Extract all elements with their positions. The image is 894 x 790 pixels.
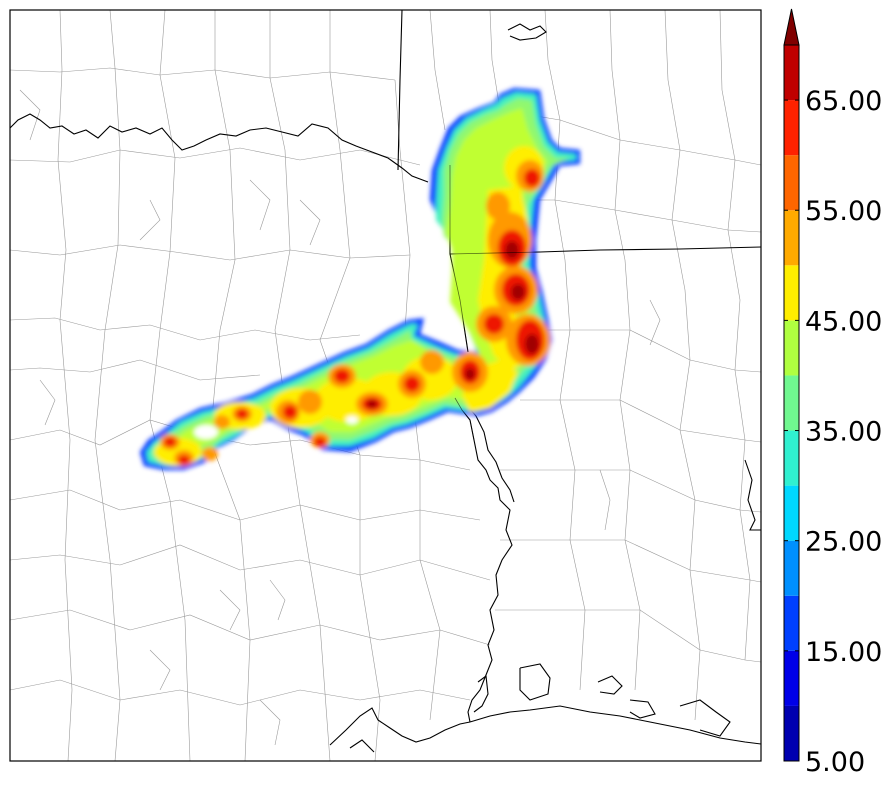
colorbar-extend-arrow bbox=[783, 8, 800, 46]
map-frame bbox=[9, 9, 762, 762]
colorbar-segment bbox=[784, 485, 799, 541]
colorbar-segment bbox=[784, 320, 799, 376]
colorbar: 5.00 15.00 25.00 35.00 45.00 55.00 65.00 bbox=[783, 8, 882, 778]
colorbar-segment bbox=[784, 650, 799, 706]
colorbar-tick-label: 65.00 bbox=[805, 86, 882, 117]
colorbar-tick-label: 5.00 bbox=[805, 747, 865, 778]
colorbar-segment bbox=[784, 210, 799, 266]
overlay-boundaries bbox=[449, 165, 541, 441]
colorbar-tick-label: 15.00 bbox=[805, 637, 882, 668]
colorbar-segment bbox=[784, 45, 799, 101]
map-panel bbox=[10, 10, 761, 761]
colorbar-segment bbox=[784, 705, 799, 761]
colorbar-segment bbox=[784, 375, 799, 431]
colorbar-tick-label: 25.00 bbox=[805, 527, 882, 558]
field-gaps bbox=[194, 416, 358, 439]
colorbar-segment bbox=[784, 430, 799, 486]
colorbar-tick-label: 55.00 bbox=[805, 196, 882, 227]
colorbar-segment bbox=[784, 540, 799, 596]
colorbar-segment bbox=[784, 265, 799, 321]
colorbar-tick-label: 45.00 bbox=[805, 306, 882, 337]
reflectivity-field bbox=[140, 88, 580, 470]
colorbar-outline bbox=[783, 44, 800, 762]
colorbar-segment bbox=[784, 595, 799, 651]
colorbar-tick-label: 35.00 bbox=[805, 417, 882, 448]
colorbar-segment bbox=[784, 100, 799, 156]
colorbar-segment bbox=[784, 155, 799, 211]
county-boundaries bbox=[10, 10, 761, 761]
contour-level-darkred bbox=[367, 241, 539, 408]
